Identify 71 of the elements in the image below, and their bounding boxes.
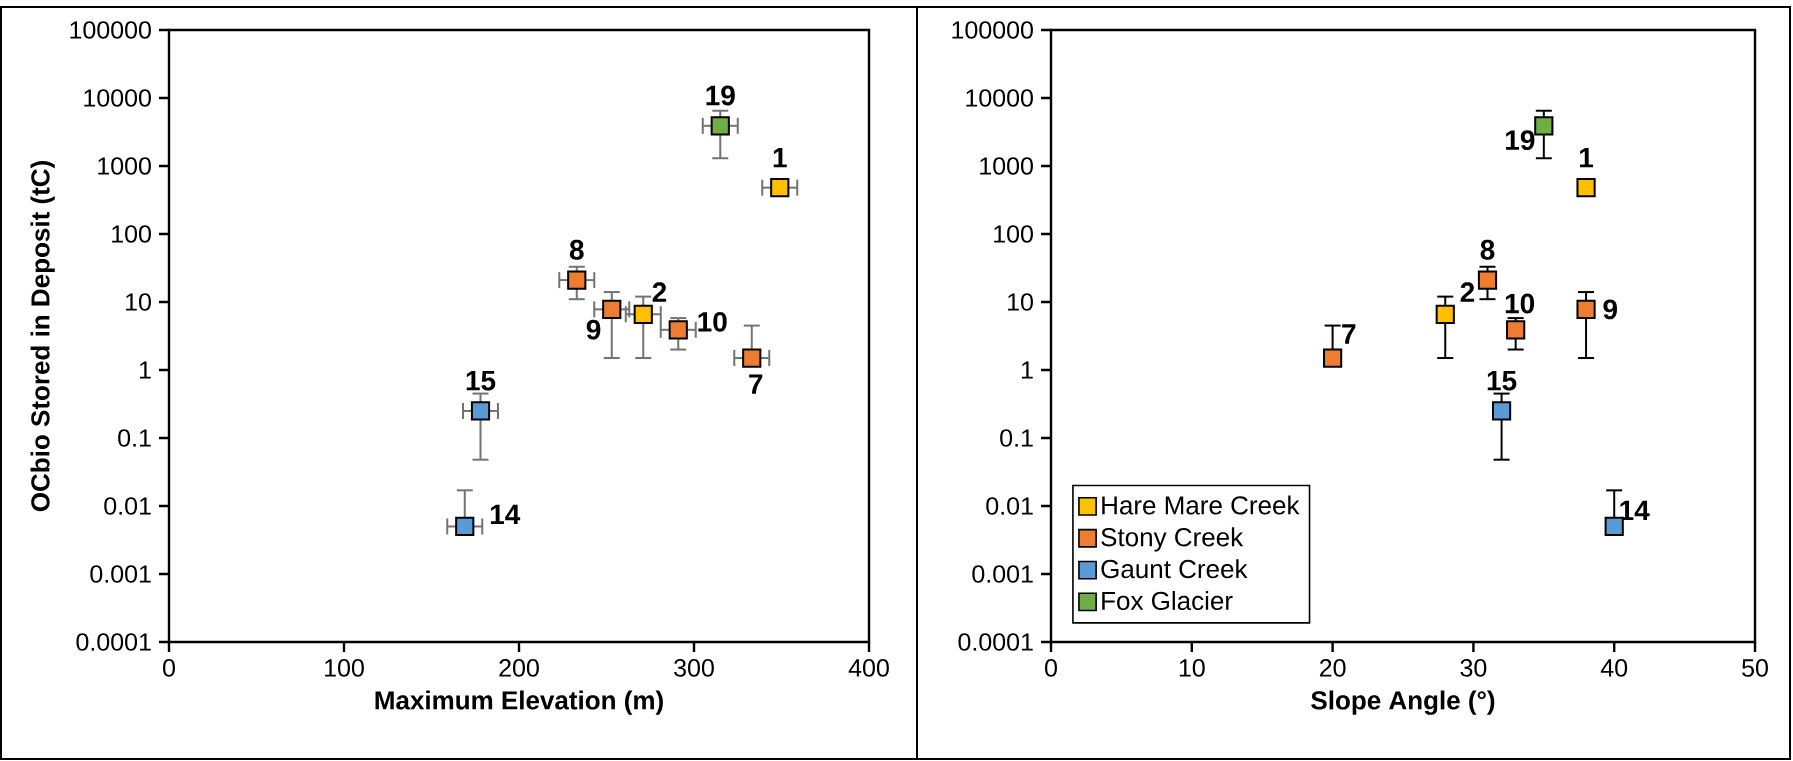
x-tick-label: 300 — [674, 659, 714, 677]
y-tick-label: 10000 — [966, 89, 1033, 107]
y-tick-label: 0.01 — [986, 497, 1033, 515]
point — [742, 348, 762, 368]
point — [1477, 270, 1498, 290]
y-tick-label: 1 — [1021, 361, 1033, 379]
x-tick-label: 200 — [499, 659, 539, 677]
x-tick-label: 30 — [1460, 659, 1487, 677]
y-tick-label: 0.1 — [118, 429, 151, 447]
annotation: 19 — [1506, 130, 1535, 151]
point — [1491, 401, 1512, 421]
x-tick-label: 50 — [1742, 659, 1768, 677]
point — [1323, 348, 1343, 368]
point — [633, 304, 653, 324]
y-tick-label: 1000 — [980, 157, 1033, 175]
y-tick-label: 0.001 — [972, 565, 1033, 583]
annotation: 7 — [1342, 324, 1356, 344]
legend-label: Hare Mare Creek — [1102, 495, 1300, 515]
x-axis-title: Slope Angle (°) — [1311, 690, 1495, 715]
point — [1576, 178, 1596, 198]
legend-label: Gaunt Creek — [1101, 559, 1248, 579]
x-tick-label: 20 — [1319, 659, 1346, 677]
point — [455, 516, 475, 537]
y-tick-label: 0.1 — [1000, 429, 1033, 447]
annotation: 14 — [1620, 500, 1650, 521]
x-axis-title: Maximum Elevation (m) — [375, 690, 663, 715]
x-tick-label: 0 — [1045, 659, 1057, 677]
y-tick-label: 0.0001 — [958, 633, 1033, 651]
annotation: 2 — [652, 282, 667, 302]
annotation: 2 — [1460, 282, 1475, 302]
annotation: 10 — [698, 311, 727, 332]
y-tick-label: 100000 — [70, 21, 151, 39]
y-tick-label: 100 — [112, 225, 151, 243]
annotation: 9 — [586, 319, 601, 340]
point — [1435, 304, 1455, 324]
point — [770, 178, 790, 198]
point — [470, 401, 491, 421]
annotation: 7 — [749, 374, 763, 394]
annotation: 9 — [1603, 299, 1618, 320]
annotation: 14 — [490, 504, 521, 525]
point — [1534, 116, 1554, 136]
legend-label: Fox Glacier — [1102, 590, 1233, 611]
y-tick-label: 1000 — [98, 157, 151, 175]
y-tick-label: 0.01 — [104, 497, 151, 515]
point — [710, 116, 730, 136]
y-tick-label: 10000 — [84, 89, 151, 107]
annotation: 8 — [1480, 239, 1495, 260]
y-tick-label: 1 — [139, 361, 151, 379]
y-tick-label: 100 — [994, 225, 1033, 243]
x-tick-label: 100 — [325, 659, 364, 677]
point — [1576, 299, 1596, 319]
x-tick-label: 400 — [848, 659, 889, 677]
point — [602, 299, 622, 319]
annotation: 19 — [706, 85, 735, 106]
annotation: 15 — [466, 371, 496, 391]
x-tick-label: 0 — [163, 659, 175, 677]
point — [567, 270, 587, 290]
x-tick-label: 10 — [1179, 659, 1205, 677]
annotation: 1 — [1580, 148, 1594, 168]
x-tick-label: 40 — [1600, 659, 1628, 677]
y-tick-label: 0.001 — [90, 565, 151, 583]
y-axis-title: OCbio Stored in Deposit (tC) — [30, 161, 55, 512]
annotation: 10 — [1505, 293, 1535, 314]
y-tick-label: 0.0001 — [76, 633, 151, 651]
legend-label: Stony Creek — [1101, 527, 1244, 552]
y-tick-label: 100000 — [952, 21, 1033, 39]
annotation: 8 — [569, 239, 584, 260]
y-tick-label: 10 — [126, 293, 151, 311]
annotation: 1 — [773, 148, 787, 168]
annotation: 15 — [1487, 371, 1517, 391]
y-tick-label: 10 — [1008, 293, 1033, 311]
